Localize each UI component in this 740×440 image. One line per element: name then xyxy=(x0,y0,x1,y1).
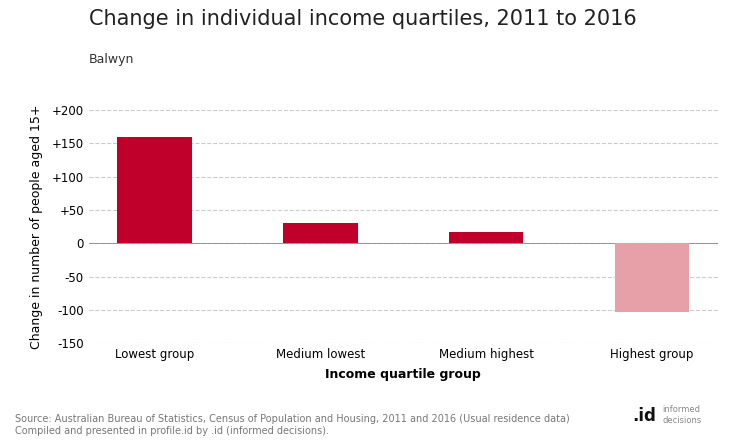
Text: Source: Australian Bureau of Statistics, Census of Population and Housing, 2011 : Source: Australian Bureau of Statistics,… xyxy=(15,414,570,436)
Text: Change in individual income quartiles, 2011 to 2016: Change in individual income quartiles, 2… xyxy=(89,9,636,29)
Bar xyxy=(615,243,689,312)
X-axis label: Income quartile group: Income quartile group xyxy=(326,368,481,381)
Text: Balwyn: Balwyn xyxy=(89,53,134,66)
Bar xyxy=(283,223,357,243)
Bar xyxy=(449,232,523,243)
Text: .id: .id xyxy=(633,407,656,425)
Bar xyxy=(118,137,192,243)
Text: informed
decisions: informed decisions xyxy=(662,404,702,425)
Y-axis label: Change in number of people aged 15+: Change in number of people aged 15+ xyxy=(30,104,44,349)
